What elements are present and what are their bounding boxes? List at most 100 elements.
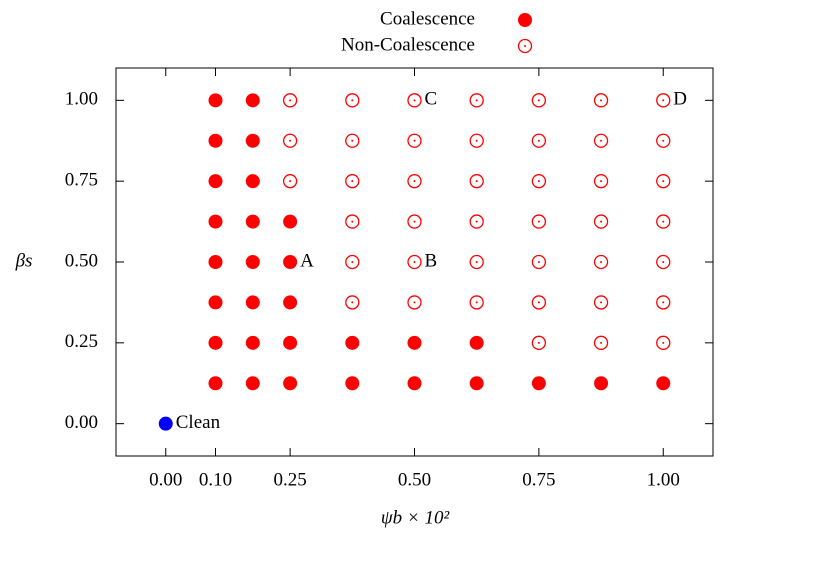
marker-ring [656,335,671,350]
point [208,335,223,350]
x-tick-label: 0.50 [398,469,431,490]
marker-dot [537,99,540,102]
point [245,295,260,310]
marker-ring [407,295,422,310]
marker-dot [600,261,603,263]
point [407,254,422,270]
point [531,93,547,108]
marker-ring [469,174,484,189]
annotation: D [673,89,687,110]
marker-ring [407,93,422,108]
point [345,295,360,310]
point [593,214,609,229]
point [656,335,671,350]
x-tick-label: 0.25 [274,469,307,490]
marker-dot [600,180,603,183]
marker-ring [469,214,484,229]
marker-ring [656,133,671,148]
x-axis-label: ψb × 10² [381,507,450,528]
marker-ring [531,254,547,270]
marker-dot [289,99,292,102]
marker-ring [531,93,547,108]
marker-dot [662,341,665,344]
point [531,174,547,189]
marker-dot [662,99,665,102]
marker-dot [537,261,540,263]
point [531,254,547,270]
marker-ring [407,174,422,189]
y-tick-label: 0.25 [65,331,98,352]
legend-label: Non-Coalescence [341,34,475,55]
y-tick-label: 0.75 [65,170,98,191]
marker-ring [593,93,609,108]
marker-ring [593,174,609,189]
marker-ring [656,254,671,270]
marker-dot [475,180,478,183]
marker-dot [475,139,478,142]
marker-dot [351,301,354,304]
point [407,93,422,108]
marker-dot [662,139,665,142]
point [245,133,260,148]
x-tick-label: 0.10 [199,469,232,490]
marker-ring [531,133,547,148]
point [208,295,223,310]
marker-dot [475,220,478,223]
marker-ring [469,93,484,108]
point [245,255,260,269]
marker-ring [407,254,422,270]
marker-dot [662,301,665,304]
legend-marker [518,13,532,27]
point [656,295,671,310]
point [531,133,547,148]
point [283,335,298,350]
x-tick-label: 1.00 [647,469,680,490]
point [283,376,298,391]
marker-ring [345,254,360,270]
marker-ring [531,214,547,229]
marker-ring [517,38,533,54]
marker-ring [345,174,360,189]
point [656,174,671,189]
point [245,174,260,189]
marker-dot [600,139,603,142]
point [283,295,298,310]
marker-ring [282,133,298,148]
point [282,174,298,189]
marker-dot [600,341,603,344]
point [407,133,422,148]
marker-dot [524,45,526,47]
point [345,254,360,270]
point [656,376,671,391]
point [245,335,260,350]
marker-dot [413,220,416,223]
marker-dot [475,99,478,102]
point [245,93,260,108]
y-tick-label: 0.00 [65,412,98,433]
point [531,214,547,229]
point [593,133,609,148]
marker-dot [413,99,416,102]
marker-dot [475,261,478,263]
point [656,214,671,229]
point [531,335,547,350]
marker-ring [656,93,671,108]
marker-dot [662,180,665,183]
point [208,255,223,269]
point [531,376,546,391]
marker-ring [282,174,298,189]
annotation: C [425,89,438,110]
point [282,133,298,148]
marker-dot [413,180,416,183]
legend-label: Coalescence [380,8,475,29]
point [469,376,484,391]
y-axis-label: βs [15,250,33,271]
annotation: A [300,250,314,271]
marker-dot [475,301,478,304]
point [208,376,223,391]
point [283,214,298,229]
y-tick-label: 0.50 [65,250,98,271]
point [345,93,360,108]
x-tick-label: 0.00 [149,469,182,490]
